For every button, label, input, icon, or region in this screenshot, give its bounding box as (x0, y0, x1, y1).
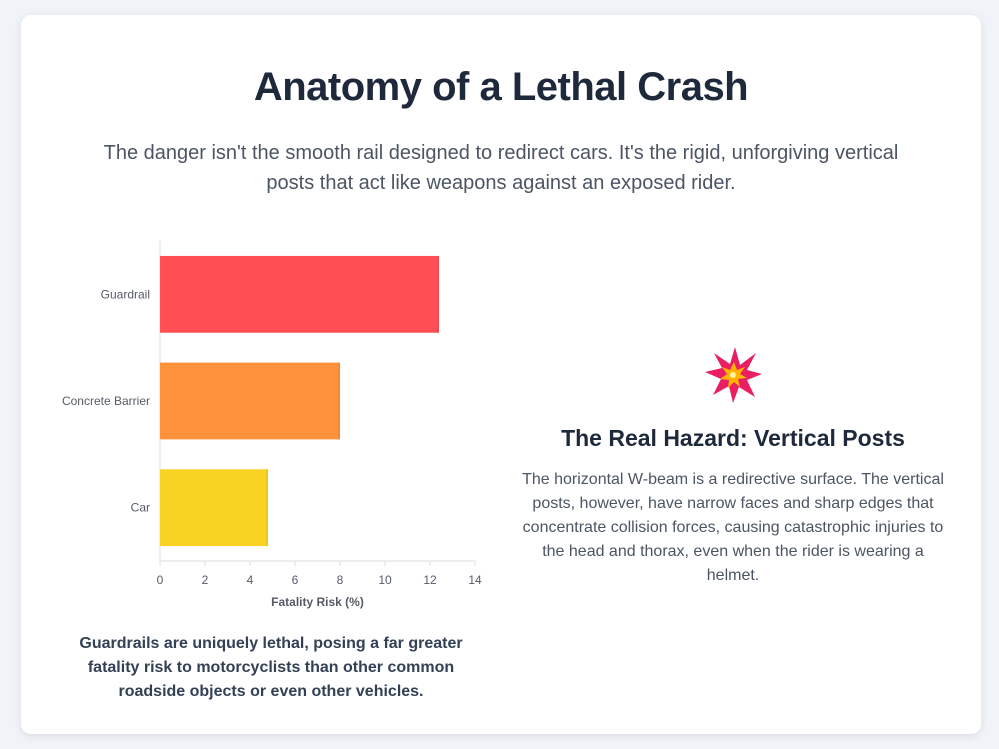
x-tick-label: 0 (157, 573, 164, 587)
y-tick-label: Guardrail (101, 287, 150, 301)
x-tick-label: 2 (202, 573, 209, 587)
collision-icon (705, 347, 762, 403)
page-title: Anatomy of a Lethal Crash (253, 65, 749, 109)
hazard-panel: The Real Hazard: Vertical Posts The hori… (521, 345, 945, 588)
hazard-text: The horizontal W-beam is a redirective s… (522, 471, 944, 584)
chart-caption: Guardrails are uniquely lethal, posing a… (79, 635, 463, 700)
page-subtitle: The danger isn't the smooth rail designe… (103, 142, 899, 194)
y-tick-label: Concrete Barrier (62, 394, 150, 408)
x-tick-label: 4 (247, 573, 254, 587)
x-tick-label: 10 (378, 573, 392, 587)
x-tick-label: 14 (468, 573, 482, 587)
y-tick-label: Car (131, 501, 150, 515)
fatality-risk-bar-chart: Guardrail Concrete Barrier Car 0 2 4 6 8 10 12 14 F… (62, 241, 482, 609)
hazard-title: The Real Hazard: Vertical Posts (561, 425, 905, 451)
content-card: Anatomy of a Lethal Crash The danger isn… (21, 15, 981, 734)
bar-guardrail (160, 255, 439, 333)
x-tick-label: 8 (337, 573, 344, 587)
x-axis-title: Fatality Risk (%) (271, 595, 364, 609)
bar-car (160, 469, 268, 547)
bar-concrete-barrier (160, 362, 340, 440)
x-tick-label: 6 (292, 573, 299, 587)
x-tick-label: 12 (423, 573, 437, 587)
